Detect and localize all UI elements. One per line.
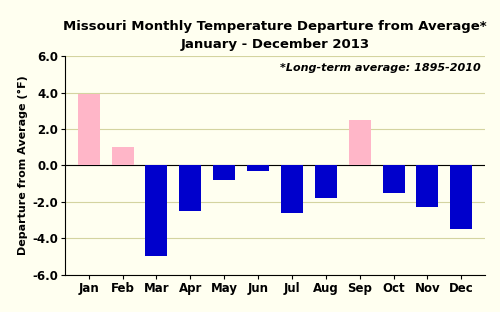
Text: *Long-term average: 1895-2010: *Long-term average: 1895-2010 — [280, 63, 481, 73]
Bar — [281, 165, 303, 213]
Bar — [78, 95, 100, 165]
Bar — [416, 165, 438, 207]
Y-axis label: Departure from Average (°F): Departure from Average (°F) — [18, 76, 28, 255]
Bar — [315, 165, 337, 198]
Bar — [112, 147, 134, 165]
Bar — [180, 165, 202, 211]
Title: Missouri Monthly Temperature Departure from Average*
January - December 2013: Missouri Monthly Temperature Departure f… — [63, 20, 487, 51]
Bar — [213, 165, 235, 180]
Bar — [450, 165, 472, 229]
Bar — [348, 120, 370, 165]
Bar — [382, 165, 404, 193]
Bar — [247, 165, 269, 171]
Bar — [146, 165, 168, 256]
